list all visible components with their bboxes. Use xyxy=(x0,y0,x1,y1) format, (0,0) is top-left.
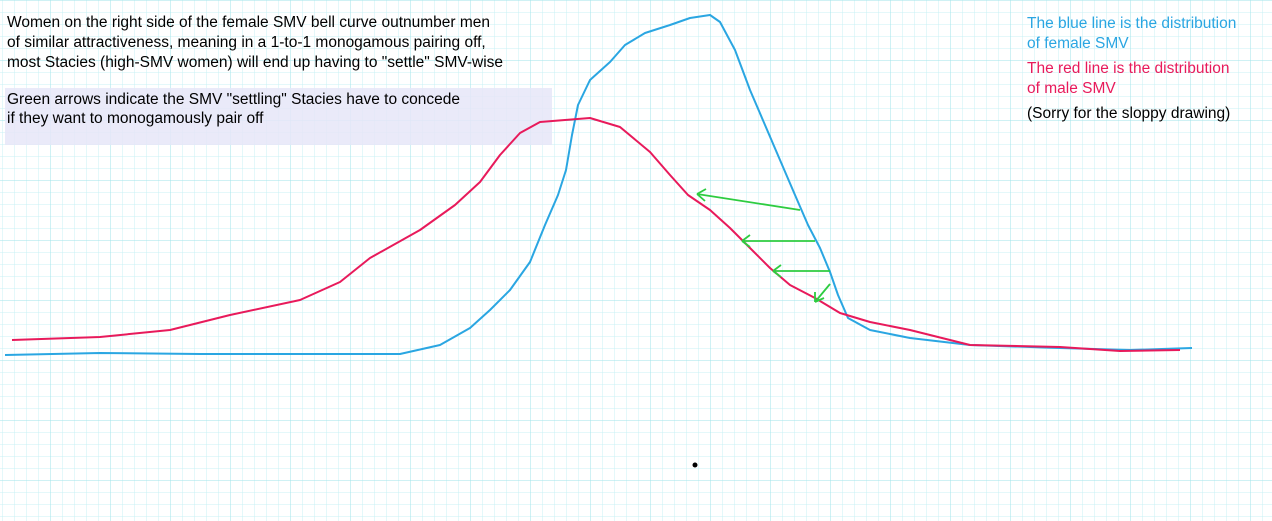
annotation-line: Women on the right side of the female SM… xyxy=(7,14,490,31)
arrows-note-line: if they want to monogamously pair off xyxy=(7,110,264,127)
legend-blue: The blue line is the distribution xyxy=(1027,15,1236,32)
arrows-note-line: Green arrows indicate the SMV "settling"… xyxy=(7,91,460,108)
apology: (Sorry for the sloppy drawing) xyxy=(1027,105,1230,122)
settle-arrows xyxy=(696,188,831,303)
dot xyxy=(692,462,698,468)
highlight-box xyxy=(5,88,552,145)
annotation-line: of similar attractiveness, meaning in a … xyxy=(7,34,486,51)
male-curve xyxy=(11,117,1181,352)
legend-red: of male SMV xyxy=(1027,80,1116,97)
legend-blue: of female SMV xyxy=(1027,35,1129,52)
female-curve xyxy=(4,14,1193,356)
legend-red: The red line is the distribution xyxy=(1027,60,1229,77)
annotation-line: most Stacies (high-SMV women) will end u… xyxy=(7,54,503,71)
